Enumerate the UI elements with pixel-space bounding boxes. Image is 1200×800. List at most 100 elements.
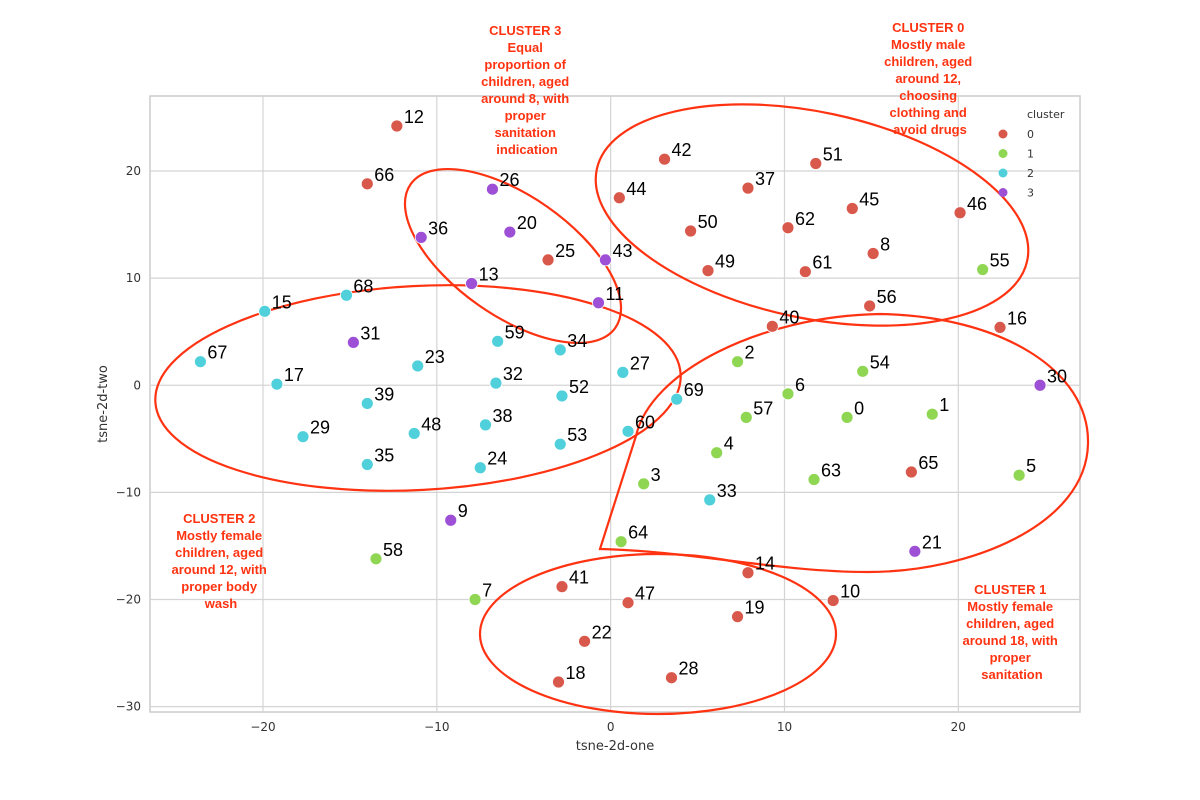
point-marker: [621, 424, 635, 438]
point-marker: [840, 410, 854, 424]
point-label: 23: [425, 347, 445, 367]
cluster-3-annotation: CLUSTER 3 Equal proportion of children, …: [481, 23, 573, 157]
cluster-1-outline: [598, 312, 1090, 574]
point-label: 10: [840, 582, 860, 602]
point-marker: [809, 157, 823, 170]
point-label: 24: [487, 449, 507, 469]
point-marker: [908, 544, 922, 558]
cluster-1-annotation-line: sanitation: [981, 667, 1042, 682]
scatter-point: 13: [465, 264, 499, 290]
scatter-point: 47: [621, 584, 655, 610]
point-marker: [953, 206, 967, 220]
y-tick-label: 0: [133, 378, 141, 392]
point-marker: [555, 580, 569, 594]
scatter-point: 28: [665, 659, 699, 685]
point-label: 52: [569, 377, 589, 397]
point-marker: [258, 304, 272, 318]
cluster-3-annotation-line: children, aged: [481, 74, 569, 89]
point-marker: [826, 594, 840, 607]
cluster-1-annotation-line: around 18, with: [963, 633, 1058, 648]
point-label: 28: [678, 659, 698, 679]
point-marker: [360, 458, 374, 471]
legend-entry: 0: [998, 128, 1034, 141]
point-label: 39: [374, 384, 394, 404]
scatter-point: 40: [765, 307, 799, 333]
point-label: 51: [823, 144, 843, 164]
cluster-0-annotation-line: choosing: [899, 88, 957, 103]
scatter-point: 6: [781, 375, 805, 401]
scatter-point: 14: [741, 554, 775, 580]
point-label: 29: [310, 418, 330, 438]
point-label: 48: [421, 414, 441, 434]
point-label: 37: [755, 169, 775, 189]
scatter-point: 44: [612, 179, 646, 205]
point-label: 2: [745, 343, 755, 363]
point-label: 7: [482, 581, 492, 601]
y-tick-label: −30: [116, 700, 141, 714]
point-label: 12: [404, 107, 424, 127]
scatter-point: 51: [809, 144, 843, 170]
scatter-point: 34: [553, 331, 587, 357]
legend-marker: [998, 188, 1008, 197]
cluster-3-annotation-line: Equal: [507, 40, 542, 55]
cluster-1-annotation-line: CLUSTER 1: [974, 582, 1046, 597]
point-label: 31: [360, 323, 380, 343]
point-label: 13: [479, 264, 499, 284]
point-marker: [296, 430, 310, 444]
scatter-point: 20: [503, 213, 537, 239]
point-label: 54: [870, 352, 890, 372]
point-marker: [194, 355, 207, 369]
point-marker: [781, 387, 795, 401]
point-label: 32: [503, 364, 523, 384]
scatter-point: 64: [614, 523, 648, 549]
cluster-0-annotation-line: Mostly male: [891, 37, 965, 52]
x-tick-label: 10: [777, 720, 792, 734]
point-marker: [658, 152, 671, 166]
cluster-0-annotation: CLUSTER 0 Mostly male children, aged aro…: [884, 20, 976, 137]
point-marker: [798, 265, 812, 279]
point-marker: [739, 410, 753, 424]
point-marker: [976, 263, 990, 276]
point-marker: [346, 335, 360, 349]
y-tick-label: 20: [126, 164, 141, 178]
cluster-2-annotation-line: around 12, with: [172, 562, 267, 577]
scatter-point: 66: [360, 165, 394, 191]
scatter-point: 8: [866, 234, 890, 260]
point-label: 66: [374, 165, 394, 185]
point-marker: [407, 427, 421, 440]
point-label: 58: [383, 540, 403, 560]
scatter-point: 61: [798, 253, 832, 279]
scatter-point: 16: [993, 308, 1027, 334]
point-label: 68: [353, 276, 373, 296]
cluster-2-annotation-line: CLUSTER 2: [183, 511, 255, 526]
point-label: 67: [207, 343, 227, 363]
scatter-point: 42: [658, 140, 692, 166]
point-marker: [637, 477, 651, 491]
point-marker: [465, 277, 478, 290]
scatter-point: 53: [553, 425, 587, 451]
cluster-1-annotation-line: children, aged: [966, 616, 1054, 631]
scatter-point: 32: [489, 364, 523, 390]
point-label: 25: [555, 241, 575, 261]
legend-label: 2: [1027, 167, 1034, 180]
point-label: 22: [592, 622, 612, 642]
scatter-point: 65: [904, 453, 938, 479]
point-marker: [845, 202, 859, 215]
scatter-point: 43: [599, 241, 632, 267]
point-marker: [684, 224, 698, 238]
point-label: 45: [859, 189, 879, 209]
y-tick-label: 10: [126, 271, 141, 285]
scatter-point: 23: [411, 347, 445, 373]
point-marker: [414, 231, 428, 244]
scatter-point: 62: [781, 209, 815, 235]
y-axis-title: tsne-2d-two: [96, 365, 111, 443]
cluster-0-bottom-outline: [478, 552, 838, 716]
point-marker: [553, 437, 567, 451]
point-label: 1: [939, 395, 949, 415]
scatter-point: 24: [473, 449, 507, 475]
point-label: 53: [567, 425, 587, 445]
point-marker: [741, 181, 755, 195]
point-label: 26: [499, 170, 519, 190]
legend-title: cluster: [1027, 108, 1065, 121]
